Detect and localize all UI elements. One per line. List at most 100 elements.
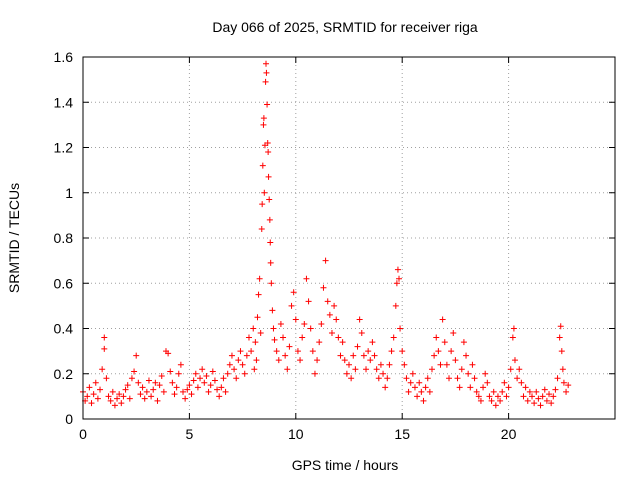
data-point bbox=[256, 275, 263, 282]
data-point bbox=[228, 352, 235, 359]
data-point bbox=[463, 352, 470, 359]
data-point bbox=[390, 334, 397, 341]
data-point bbox=[494, 393, 501, 400]
y-tick-label: 0.6 bbox=[54, 275, 74, 291]
data-point bbox=[373, 366, 380, 373]
data-point bbox=[418, 388, 425, 395]
data-point bbox=[465, 370, 472, 377]
data-point bbox=[486, 393, 493, 400]
data-point bbox=[543, 397, 550, 404]
y-tick-label: 0.4 bbox=[54, 321, 74, 337]
data-point bbox=[286, 343, 293, 350]
data-point bbox=[282, 352, 289, 359]
data-point bbox=[428, 366, 435, 373]
data-point bbox=[126, 395, 133, 402]
data-point bbox=[505, 384, 512, 391]
data-point bbox=[401, 361, 408, 368]
data-point bbox=[267, 259, 274, 266]
x-tick-label: 5 bbox=[186, 426, 194, 442]
data-point bbox=[265, 173, 272, 180]
data-point bbox=[158, 373, 165, 380]
data-point bbox=[348, 375, 355, 382]
data-point bbox=[339, 339, 346, 346]
data-point bbox=[537, 402, 544, 409]
data-point bbox=[341, 357, 348, 364]
data-point bbox=[435, 348, 442, 355]
data-point bbox=[262, 78, 269, 85]
data-point bbox=[264, 101, 271, 108]
data-point bbox=[492, 402, 499, 409]
data-point bbox=[322, 257, 329, 264]
data-point bbox=[388, 348, 395, 355]
data-point bbox=[135, 379, 142, 386]
data-point bbox=[292, 316, 299, 323]
data-point bbox=[396, 275, 403, 282]
data-point bbox=[86, 384, 93, 391]
data-point bbox=[214, 386, 221, 393]
data-point bbox=[160, 388, 167, 395]
data-point bbox=[514, 375, 521, 382]
data-point bbox=[94, 395, 101, 402]
data-point bbox=[473, 388, 480, 395]
data-point bbox=[420, 397, 427, 404]
data-point bbox=[309, 348, 316, 355]
data-point bbox=[565, 382, 572, 389]
data-point bbox=[284, 366, 291, 373]
data-point bbox=[88, 400, 95, 407]
data-point bbox=[175, 370, 182, 377]
data-point bbox=[259, 162, 266, 169]
data-point bbox=[197, 375, 204, 382]
data-point bbox=[90, 391, 97, 398]
y-tick-label: 0.8 bbox=[54, 230, 74, 246]
data-point bbox=[101, 334, 108, 341]
data-point bbox=[131, 368, 138, 375]
data-point bbox=[122, 386, 129, 393]
data-point bbox=[377, 361, 384, 368]
data-point bbox=[529, 393, 536, 400]
data-point bbox=[270, 325, 277, 332]
data-point bbox=[403, 375, 410, 382]
data-point bbox=[535, 395, 542, 402]
data-point bbox=[433, 334, 440, 341]
data-point bbox=[488, 397, 495, 404]
data-point bbox=[150, 386, 157, 393]
data-point bbox=[335, 334, 342, 341]
data-point bbox=[271, 336, 278, 343]
x-tick-label: 20 bbox=[501, 426, 517, 442]
data-point bbox=[460, 339, 467, 346]
data-point bbox=[188, 391, 195, 398]
data-point bbox=[358, 330, 365, 337]
data-point bbox=[266, 196, 273, 203]
data-point bbox=[394, 266, 401, 273]
data-point bbox=[241, 370, 248, 377]
data-point bbox=[180, 388, 187, 395]
data-point bbox=[141, 395, 148, 402]
data-point bbox=[509, 334, 516, 341]
data-point bbox=[363, 366, 370, 373]
data-point bbox=[220, 375, 227, 382]
data-point bbox=[503, 393, 510, 400]
data-point bbox=[190, 377, 197, 384]
data-point bbox=[371, 352, 378, 359]
ticks-layer: 0 0.2 0.4 0.6 0.8 1 1.2 1.4 1.6 0 5 10 15 20 bbox=[54, 49, 615, 442]
data-point bbox=[261, 189, 268, 196]
data-point bbox=[439, 316, 446, 323]
data-point bbox=[311, 370, 318, 377]
data-point bbox=[255, 291, 262, 298]
data-point bbox=[346, 361, 352, 368]
data-point bbox=[471, 375, 478, 382]
data-point bbox=[480, 384, 487, 391]
data-point bbox=[456, 384, 463, 391]
data-point bbox=[490, 388, 497, 395]
data-point bbox=[411, 384, 418, 391]
data-point bbox=[192, 370, 199, 377]
x-axis-label: GPS time / hours bbox=[292, 457, 399, 473]
data-point bbox=[431, 352, 438, 359]
data-point bbox=[297, 357, 304, 364]
data-point bbox=[177, 361, 184, 368]
data-point bbox=[277, 320, 284, 327]
y-tick-label: 1.4 bbox=[54, 94, 74, 110]
data-point bbox=[384, 375, 391, 382]
y-tick-label: 0.2 bbox=[54, 366, 74, 382]
